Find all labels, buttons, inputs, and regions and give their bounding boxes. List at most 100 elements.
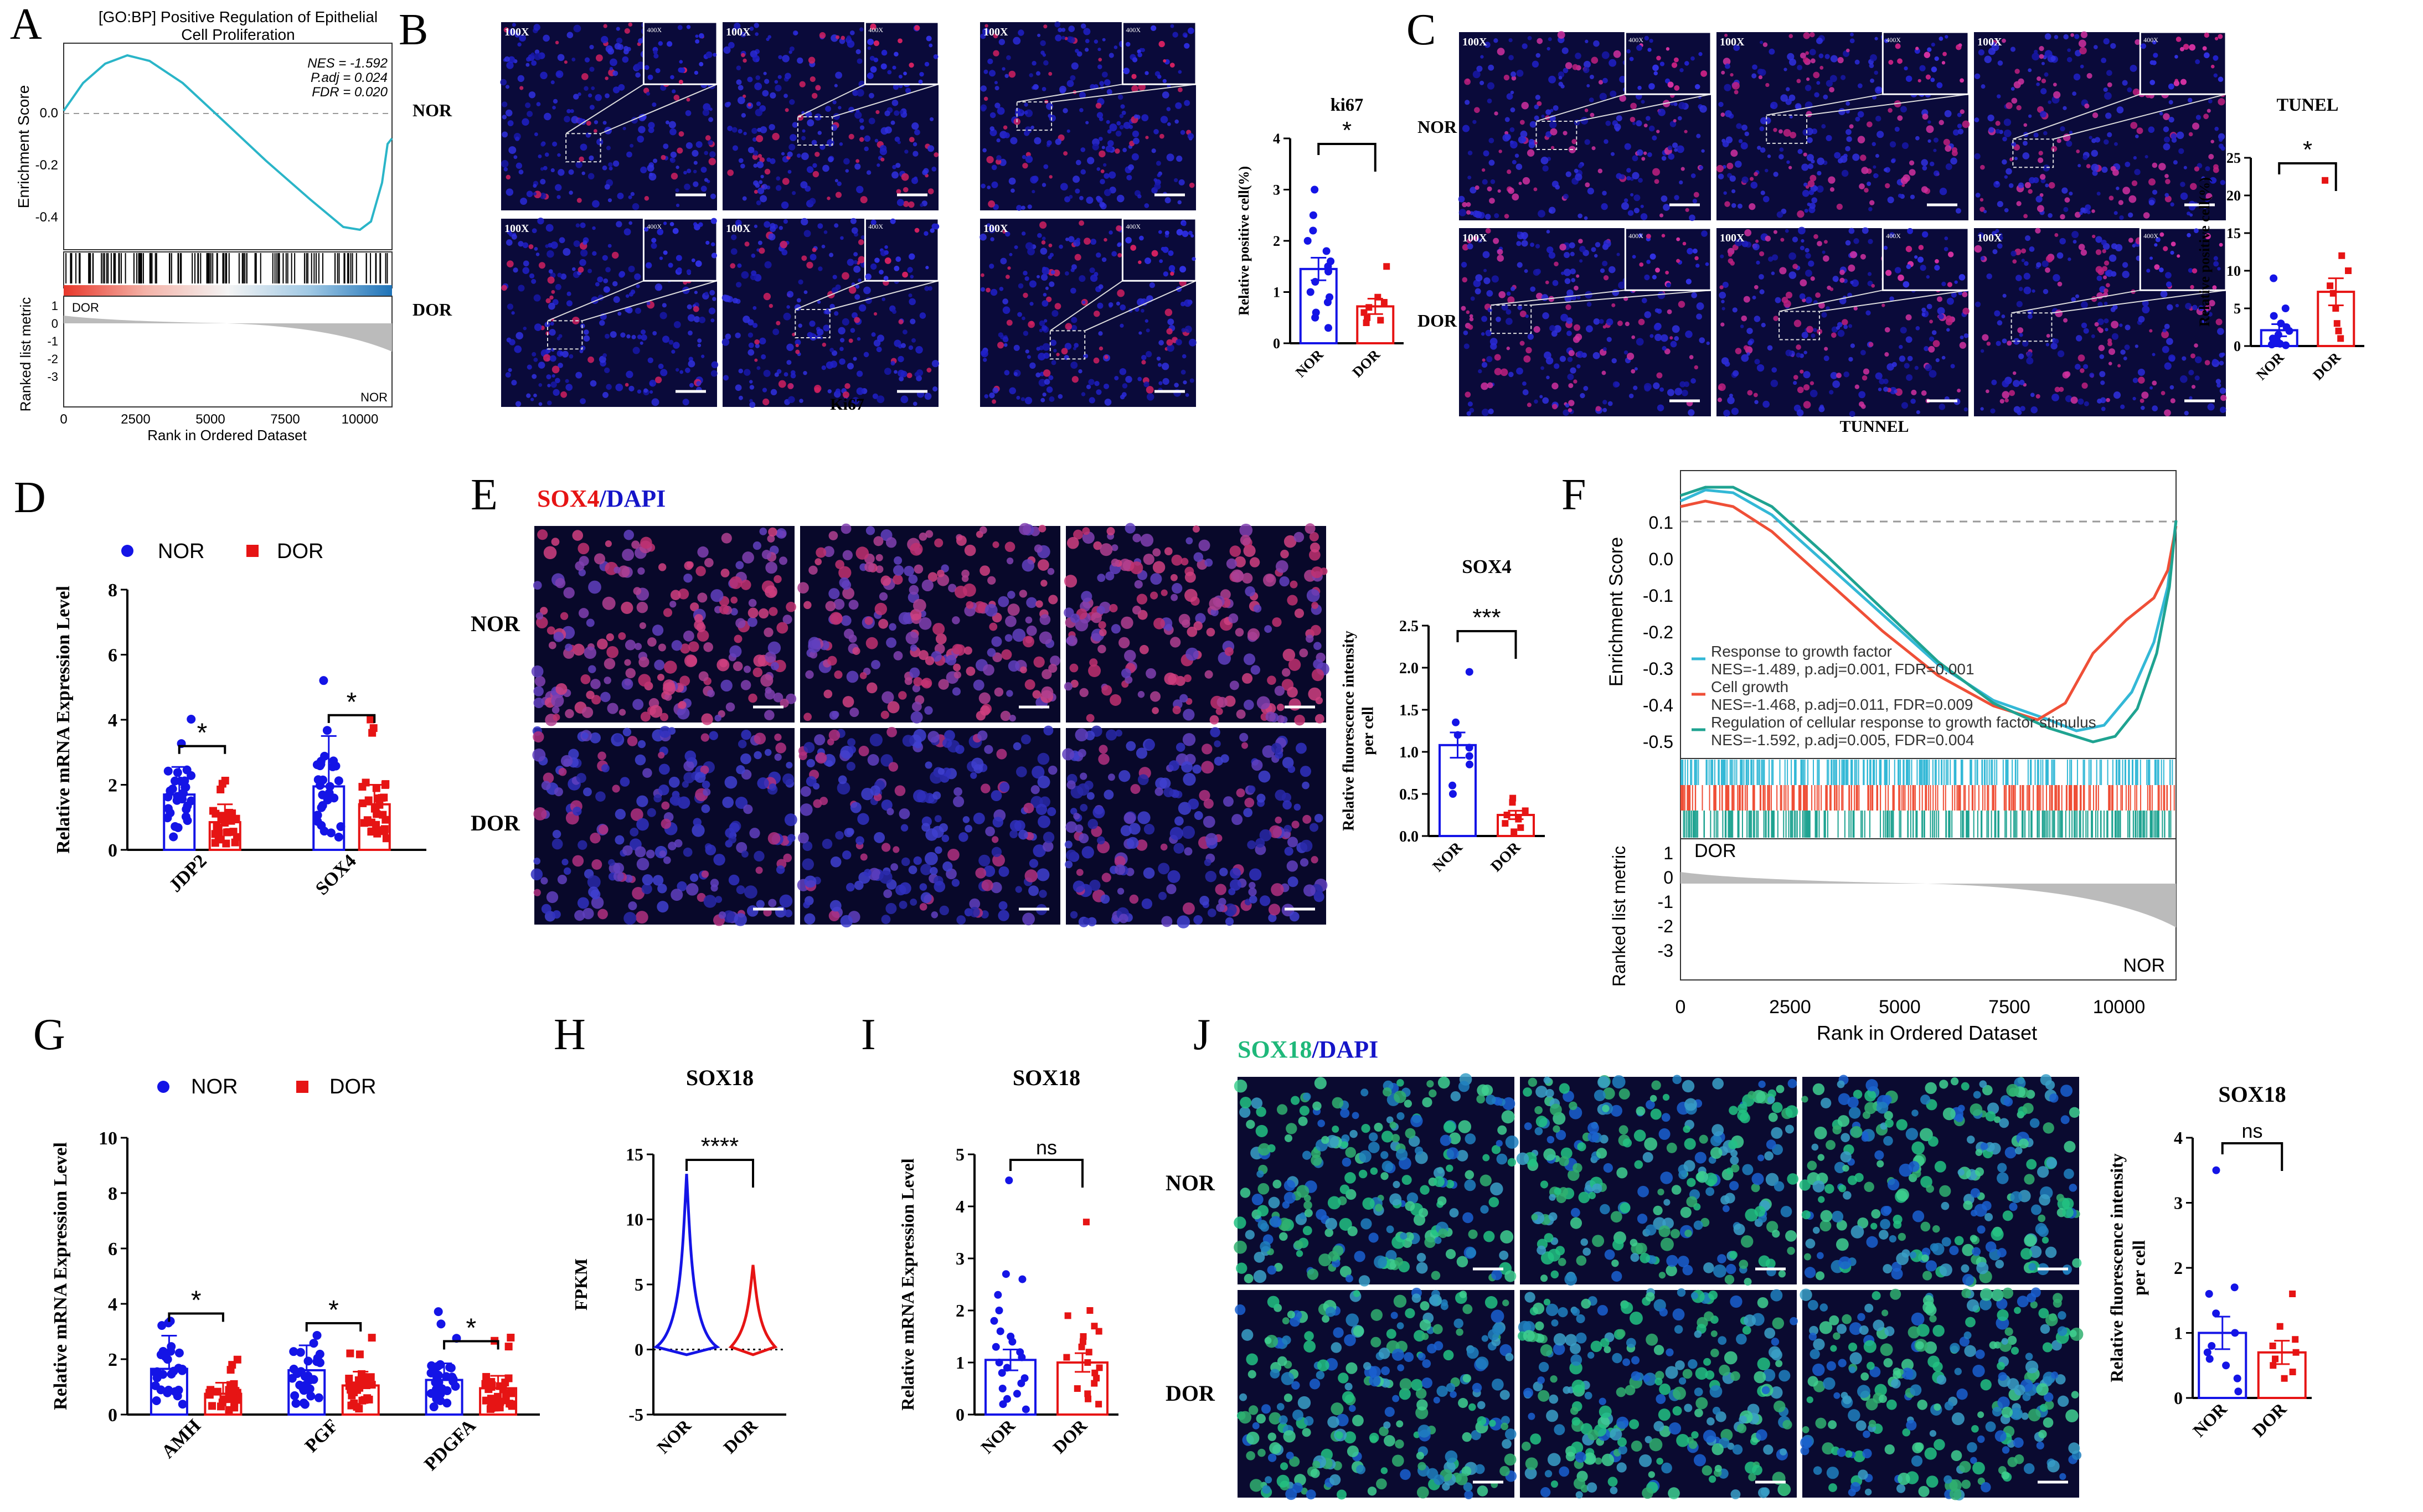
cell-nucleus <box>823 324 830 332</box>
cell-nucleus <box>1466 411 1472 416</box>
cell-nucleus <box>2001 314 2006 318</box>
cell-nucleus <box>846 761 855 771</box>
cell-nucleus <box>903 187 909 193</box>
cell-nucleus <box>881 799 893 811</box>
cell-nucleus <box>1010 137 1018 145</box>
cell-nucleus <box>1845 129 1852 135</box>
cell-nucleus <box>1995 128 2001 134</box>
inset-magnification-label: 400X <box>1126 223 1141 230</box>
cell-nucleus <box>623 912 637 925</box>
cell-nucleus <box>1477 238 1482 243</box>
cell-nucleus <box>1628 393 1634 399</box>
cell-nucleus <box>1078 369 1082 374</box>
gsea-a-x-tick: 7500 <box>270 412 300 427</box>
cell-nucleus <box>924 852 938 865</box>
cell-nucleus <box>2053 274 2060 282</box>
cell-nucleus <box>1013 344 1020 351</box>
cell-nucleus <box>1479 80 1484 85</box>
cell-nucleus <box>2158 163 2166 171</box>
cell-nucleus <box>1679 180 1683 185</box>
cell-nucleus <box>1472 236 1478 241</box>
cell-nucleus <box>555 40 559 45</box>
cell-nucleus <box>1718 173 1724 180</box>
cell-nucleus <box>708 140 713 146</box>
cell-nucleus <box>710 589 724 602</box>
cell-nucleus <box>1656 55 1661 61</box>
cell-nucleus <box>874 602 888 616</box>
cell-nucleus <box>1684 61 1689 66</box>
cell-nucleus <box>1151 25 1157 31</box>
cell-nucleus <box>687 561 694 569</box>
cell-nucleus <box>1540 157 1549 164</box>
cell-nucleus <box>601 35 609 44</box>
cell-nucleus <box>679 67 685 73</box>
cell-nucleus <box>671 889 683 901</box>
cell-nucleus <box>1164 547 1173 556</box>
cell-nucleus <box>1770 379 1778 388</box>
zoom-box <box>797 116 833 146</box>
cell-nucleus <box>880 710 889 719</box>
cell-nucleus <box>798 832 809 844</box>
cell-nucleus <box>1511 75 1517 81</box>
cell-nucleus <box>1907 228 1914 234</box>
cell-nucleus <box>1803 32 1810 39</box>
cell-nucleus <box>1006 55 1011 60</box>
zoom-inset <box>1881 31 1970 95</box>
cell-nucleus <box>1182 230 1189 238</box>
cell-nucleus <box>1139 235 1144 241</box>
cell-nucleus <box>1226 558 1237 569</box>
cell-nucleus <box>1520 130 1528 138</box>
cell-nucleus <box>1762 400 1770 408</box>
cell-nucleus <box>1253 604 1262 613</box>
cell-nucleus <box>1508 187 1514 194</box>
cell-nucleus <box>714 714 721 722</box>
cell-nucleus <box>1756 364 1765 372</box>
cell-nucleus <box>1540 366 1544 370</box>
cell-nucleus <box>640 711 651 722</box>
cell-nucleus <box>1153 128 1159 135</box>
zoom-box <box>1766 114 1808 144</box>
cell-nucleus <box>1569 242 1575 249</box>
cell-nucleus <box>1778 154 1784 159</box>
cell-nucleus <box>1732 307 1738 313</box>
cell-nucleus <box>1773 230 1777 234</box>
cell-nucleus <box>1905 336 1912 343</box>
cell-nucleus <box>1554 363 1560 369</box>
cell-nucleus <box>2202 319 2207 324</box>
cell-nucleus <box>1022 912 1035 926</box>
cell-nucleus <box>1117 94 1123 100</box>
cell-nucleus <box>2084 401 2089 406</box>
cell-nucleus <box>1974 73 1981 80</box>
cell-nucleus <box>1042 236 1046 241</box>
cell-nucleus <box>699 61 704 66</box>
cell-nucleus <box>1744 131 1749 136</box>
cell-nucleus <box>858 746 869 757</box>
cell-nucleus <box>572 855 584 867</box>
cell-nucleus <box>2137 91 2141 95</box>
cell-nucleus <box>1849 251 1857 259</box>
cell-nucleus <box>1306 634 1314 643</box>
cell-nucleus <box>1678 101 1686 110</box>
cell-nucleus <box>703 895 717 908</box>
cell-nucleus <box>1943 247 1948 251</box>
cell-nucleus <box>525 63 530 67</box>
cell-nucleus <box>752 667 763 678</box>
cell-nucleus <box>1576 350 1584 358</box>
cell-nucleus <box>1116 301 1120 306</box>
cell-nucleus <box>626 370 633 378</box>
cell-nucleus <box>981 273 984 277</box>
cell-nucleus <box>1829 287 1834 291</box>
cell-nucleus <box>1145 71 1149 75</box>
cell-nucleus <box>1721 70 1725 75</box>
cell-nucleus <box>1167 870 1180 883</box>
cell-nucleus <box>1743 345 1749 350</box>
cell-nucleus <box>1105 571 1115 581</box>
cell-nucleus <box>1796 352 1801 358</box>
cell-nucleus <box>901 857 910 866</box>
cell-nucleus <box>1288 698 1301 711</box>
cell-nucleus <box>595 94 602 101</box>
cell-nucleus <box>703 103 711 111</box>
cell-nucleus <box>908 201 915 208</box>
cell-nucleus <box>647 74 653 80</box>
cell-nucleus <box>1805 296 1812 304</box>
